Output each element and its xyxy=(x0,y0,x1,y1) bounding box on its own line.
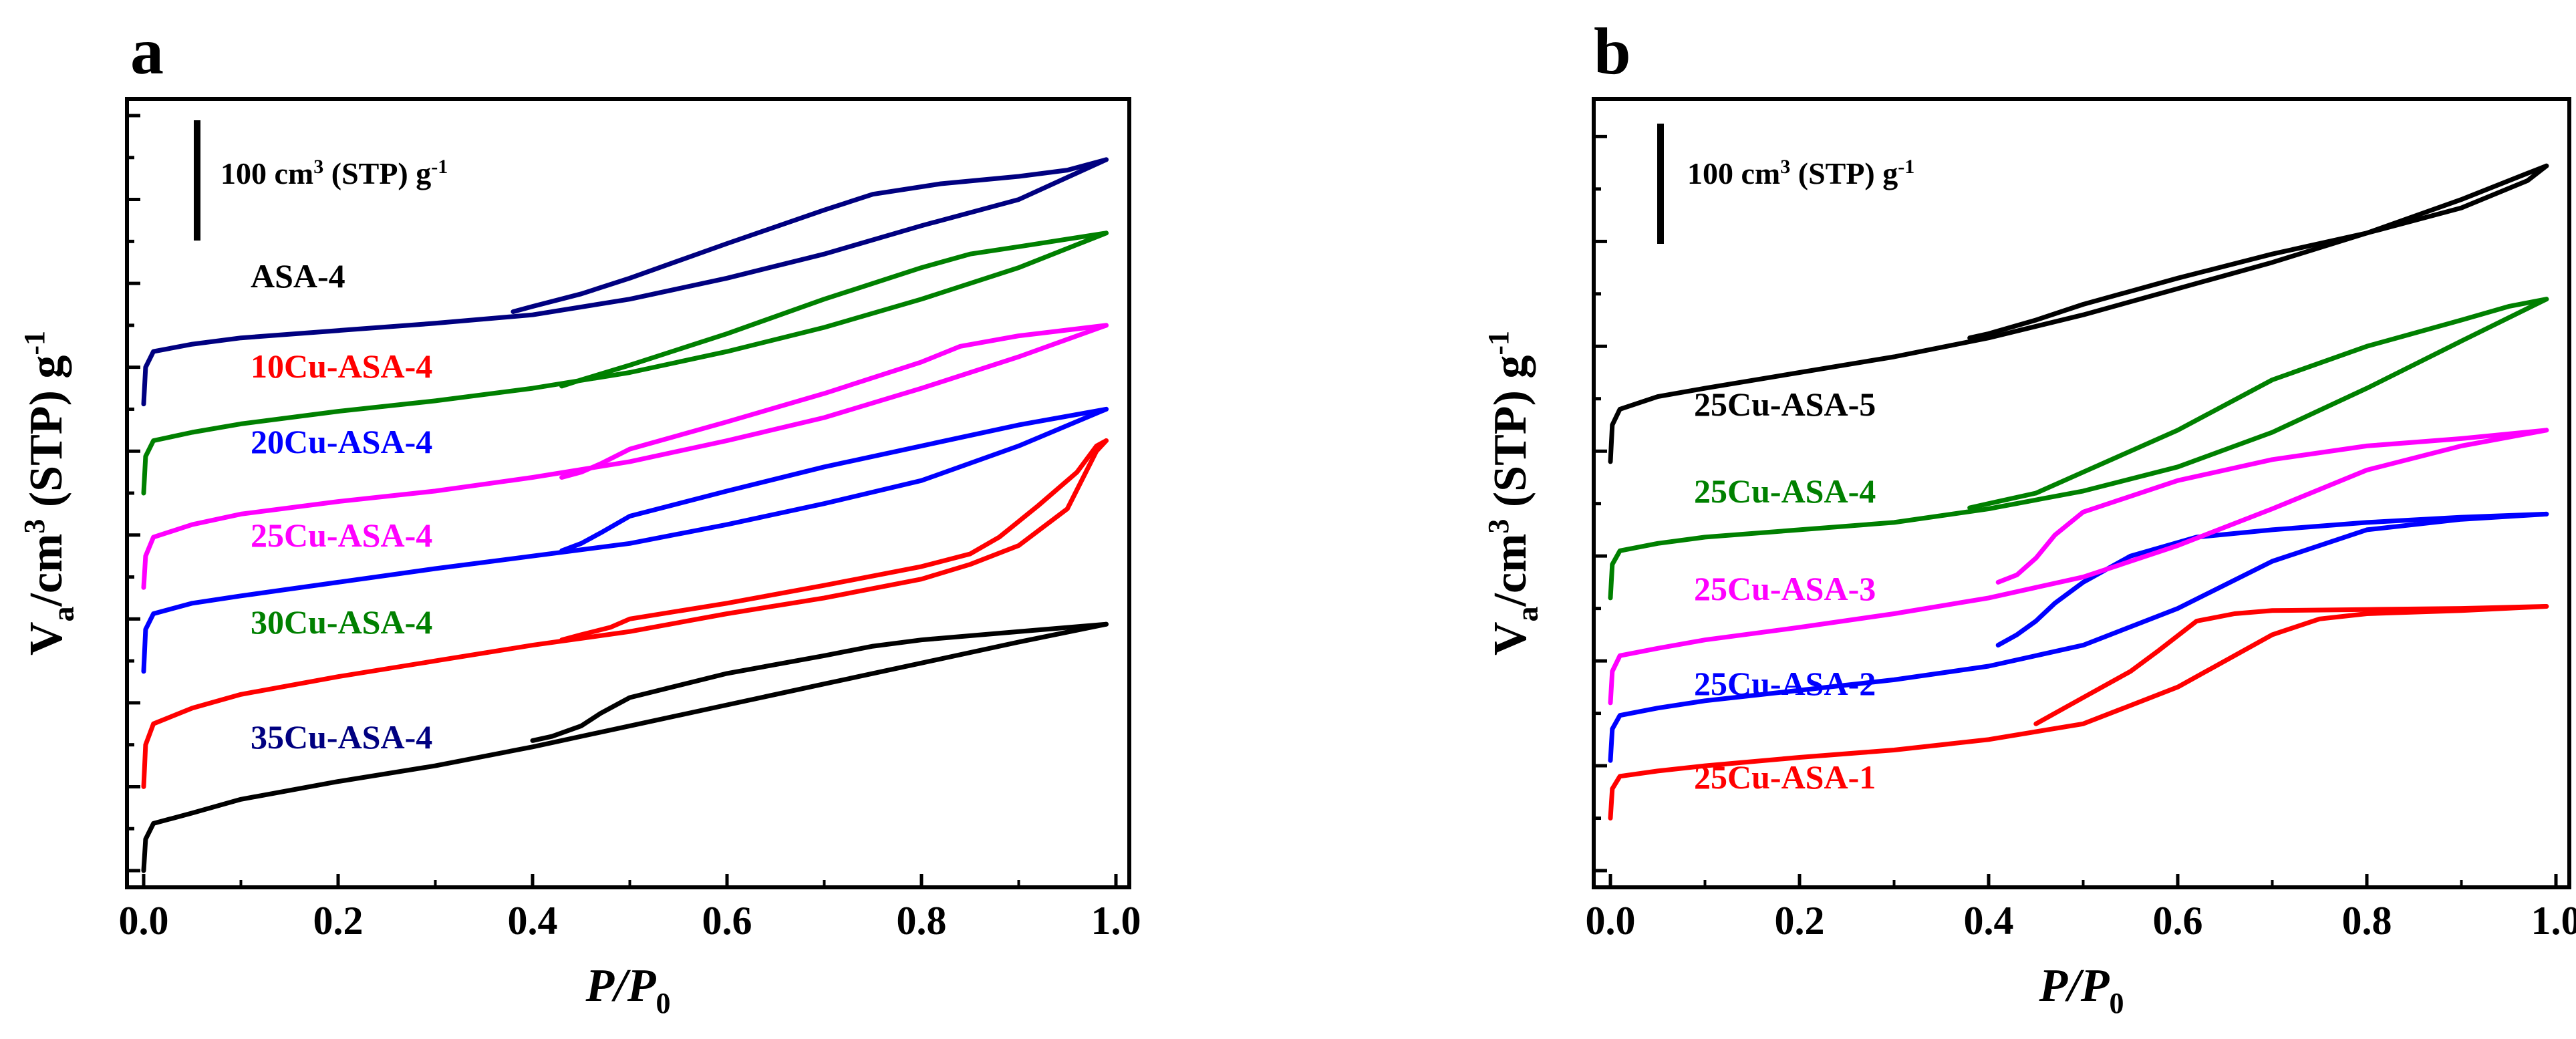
pa-x-tick-label: 0.0 xyxy=(119,899,169,943)
pa-x-axis-title: P/P0 xyxy=(585,960,671,1020)
pa-x-tick-label: 0.6 xyxy=(702,899,752,943)
series-25cu-asa-3 xyxy=(1610,430,2547,703)
pb-x-tick-label: 0.8 xyxy=(2342,899,2392,943)
series-label-25cu-asa-1: 25Cu-ASA-1 xyxy=(1694,758,1876,796)
series-label-10cu-asa-4: 10Cu-ASA-4 xyxy=(251,347,432,385)
pa-x-tick-label: 0.4 xyxy=(508,899,558,943)
series-label-35cu-asa-4: 35Cu-ASA-4 xyxy=(251,718,432,756)
pb-x-axis-title: P/P0 xyxy=(2039,960,2124,1020)
pb-x-tick-label: 0.4 xyxy=(1964,899,2014,943)
series-label-asa-4: ASA-4 xyxy=(251,257,345,295)
pa-scale-bar-label: 100 cm3 (STP) g-1 xyxy=(221,156,448,190)
panel-label-b: b xyxy=(1594,14,1631,88)
panel-b: b 0.0 0.2 0.4 0.6 0.8 1.0 P/P0 Va/cm3 (STP) g-1… xyxy=(1482,14,2576,1020)
pa-x-tick-label: 0.8 xyxy=(897,899,947,943)
desorption-curve-25cu-asa-4 xyxy=(562,325,1107,478)
adsorption-curve-25cu-asa-3 xyxy=(1610,430,2547,703)
pb-y-axis-title: Va/cm3 (STP) g-1 xyxy=(1482,331,1544,655)
adsorption-curve-25cu-asa-4 xyxy=(1610,299,2547,598)
series-label-25cu-asa-4: 25Cu-ASA-4 xyxy=(251,516,432,554)
panel-label-a: a xyxy=(130,14,164,88)
series-label-25cu-asa-5: 25Cu-ASA-5 xyxy=(1694,386,1876,423)
desorption-curve-30cu-asa-4 xyxy=(562,233,1107,386)
pb-x-tick-label: 0.2 xyxy=(1775,899,1825,943)
series-label-25cu-asa-4: 25Cu-ASA-4 xyxy=(1694,472,1876,510)
series-label-20cu-asa-4: 20Cu-ASA-4 xyxy=(251,423,432,460)
series-label-25cu-asa-3: 25Cu-ASA-3 xyxy=(1694,570,1876,607)
panel-a: a 0.0 0.2 0.4 0.6 0.8 1.0 P/P0 Va/cm3 (STP) g-1… xyxy=(18,14,1141,1020)
desorption-curve-25cu-asa-5 xyxy=(1970,166,2547,337)
desorption-curve-20cu-asa-4 xyxy=(562,409,1107,551)
desorption-curve-25cu-asa-4 xyxy=(1970,299,2547,508)
desorption-curve-35cu-asa-4 xyxy=(513,160,1107,312)
pa-x-tick-label: 0.2 xyxy=(313,899,364,943)
pa-y-axis-title: Va/cm3 (STP) g-1 xyxy=(18,331,80,655)
pa-plot-frame xyxy=(127,99,1129,887)
desorption-curve-25cu-asa-1 xyxy=(2036,607,2547,724)
series-label-30cu-asa-4: 30Cu-ASA-4 xyxy=(251,603,432,641)
series-label-25cu-asa-2: 25Cu-ASA-2 xyxy=(1694,665,1876,702)
pb-x-tick-label: 0.0 xyxy=(1586,899,1636,943)
pa-x-tick-label: 1.0 xyxy=(1091,899,1141,943)
pb-scale-bar-label: 100 cm3 (STP) g-1 xyxy=(1687,156,1914,190)
pb-x-tick-label: 0.6 xyxy=(2153,899,2203,943)
series-25cu-asa-4 xyxy=(1610,299,2547,598)
pb-x-tick-label: 1.0 xyxy=(2531,899,2576,943)
